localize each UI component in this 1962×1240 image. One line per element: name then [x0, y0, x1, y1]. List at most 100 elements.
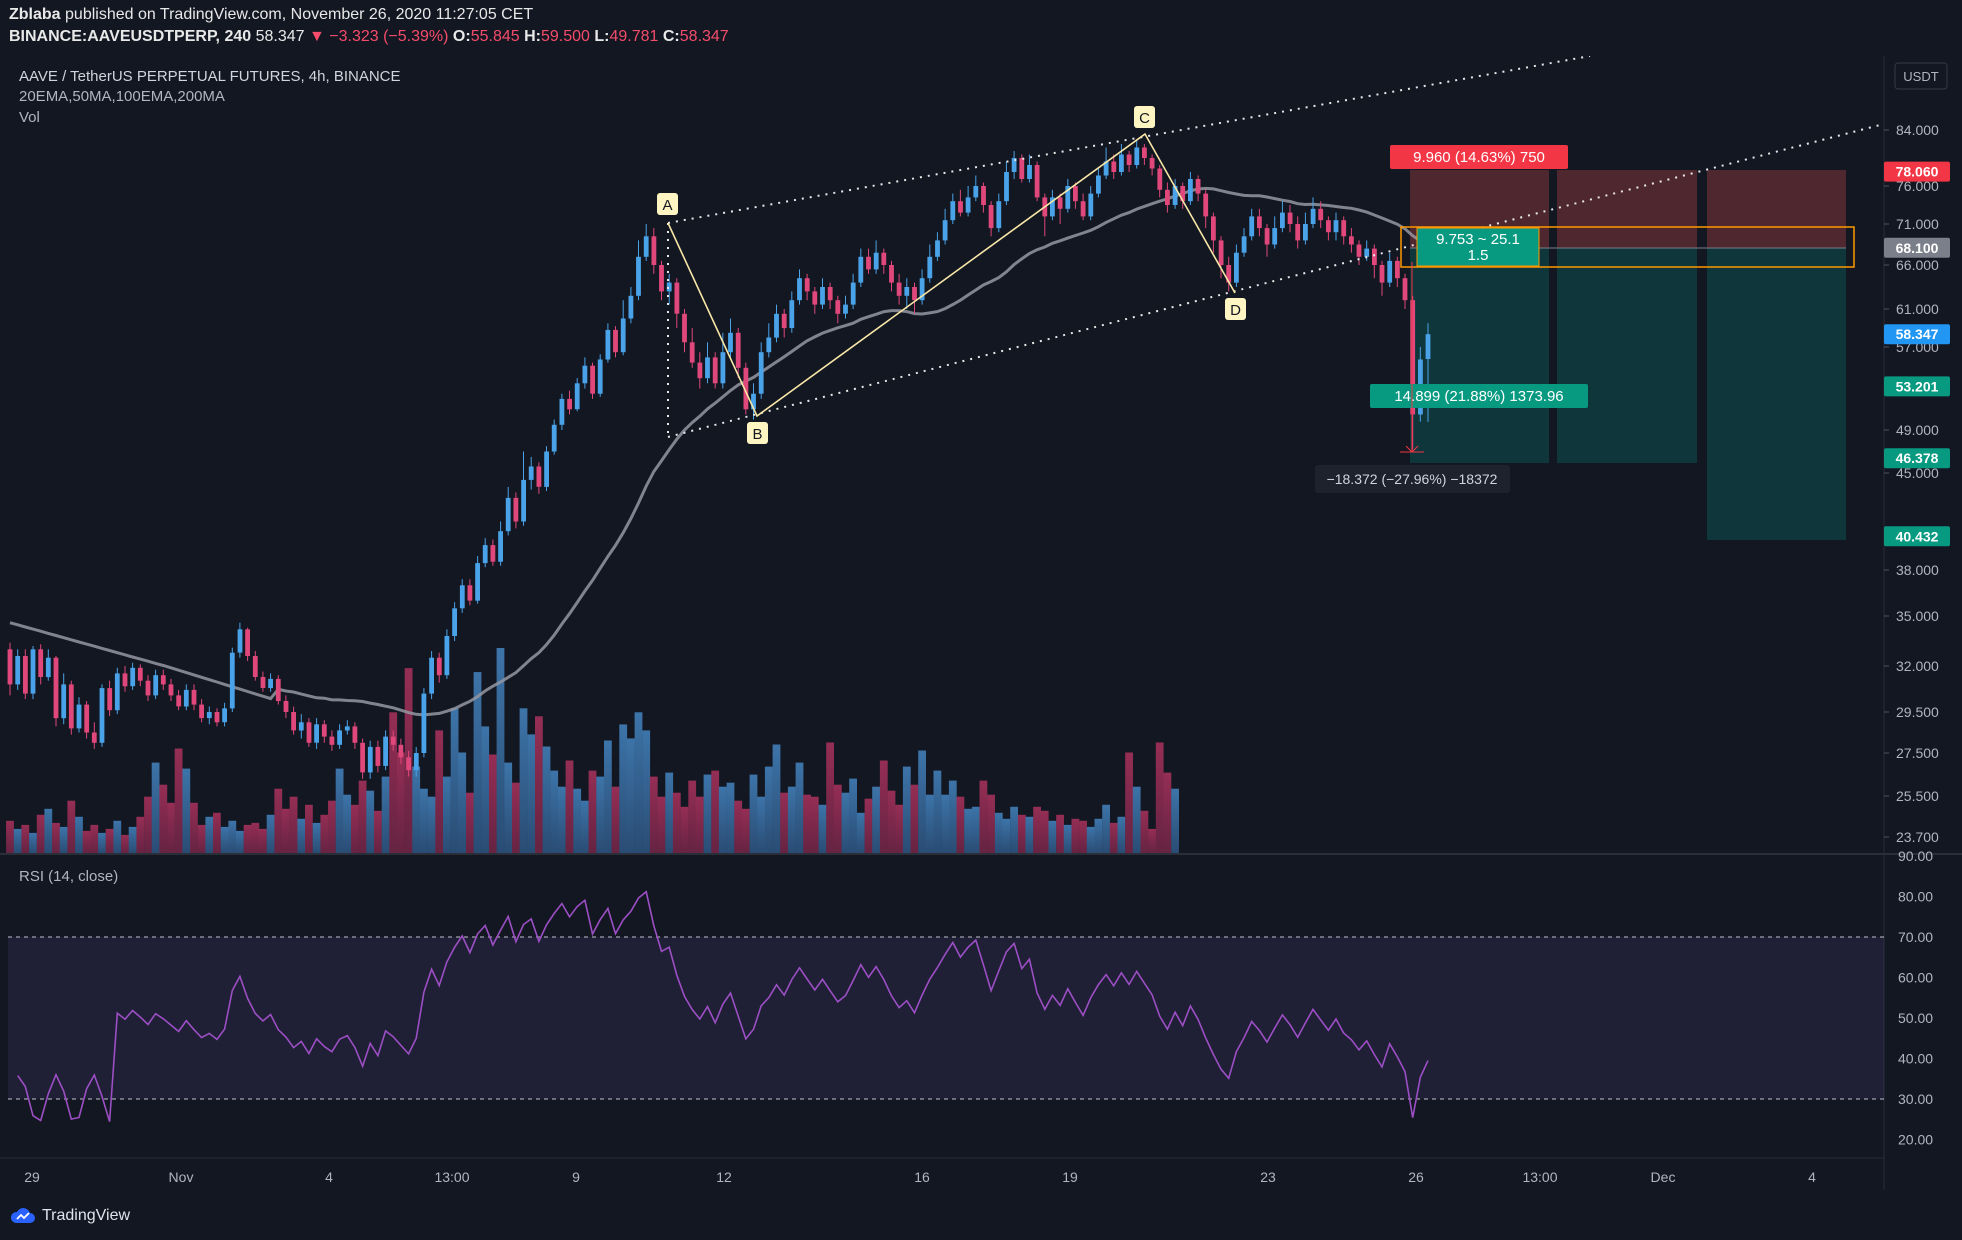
candle-body	[1157, 168, 1163, 190]
candle-body	[283, 701, 289, 712]
volume-bar	[228, 820, 237, 853]
volume-bar	[358, 780, 367, 853]
legend-title: AAVE / TetherUS PERPETUAL FUTURES, 4h, B…	[19, 68, 401, 85]
currency-badge[interactable]	[1894, 62, 1948, 90]
candle-body	[99, 688, 105, 743]
volume-bar	[818, 804, 827, 853]
candle	[582, 357, 588, 389]
candle	[689, 328, 695, 368]
candle	[896, 273, 902, 305]
rsi-axis[interactable]: 90.00 80.00 70.00 60.00 50.00 40.00 30.00 20.00	[1898, 848, 1933, 1148]
position-info-label[interactable]	[1416, 227, 1540, 267]
time-tick-label: 9	[572, 1169, 580, 1185]
candle-body	[513, 497, 519, 522]
candle-body	[222, 708, 227, 723]
candle	[812, 287, 818, 314]
candle-body	[38, 649, 44, 677]
time-axis[interactable]: 29 Nov 4 13:00 9 12 16 19 23 26 13:00 Dec 4	[24, 1169, 1816, 1185]
stop-label-box[interactable]	[1390, 145, 1568, 169]
pattern-point-a[interactable]: A	[657, 193, 678, 215]
candle-body	[467, 585, 473, 601]
candle	[252, 651, 258, 681]
candle-body	[45, 657, 51, 678]
candle	[666, 273, 672, 305]
volume-bar	[443, 776, 451, 853]
volume-bar	[213, 812, 221, 853]
take-profit-zone-1[interactable]	[1410, 248, 1549, 463]
candle-body	[812, 291, 818, 305]
volume-bar	[711, 770, 720, 853]
stop-loss-zone-2[interactable]	[1557, 170, 1697, 248]
candle	[452, 602, 457, 641]
candle	[1057, 193, 1063, 224]
candle-body	[352, 726, 358, 743]
candle	[360, 738, 365, 779]
candle	[804, 273, 810, 301]
pattern-point-d[interactable]: D	[1225, 298, 1246, 320]
price-tag-box	[1884, 448, 1950, 469]
candle-body	[1234, 252, 1239, 283]
abcd-pattern-line[interactable]	[667, 132, 1236, 418]
candle-body	[329, 736, 335, 745]
volume-bar	[933, 770, 942, 853]
volume-bar	[259, 828, 267, 853]
volume-bar	[902, 766, 911, 853]
legend-rsi: RSI (14, close)	[19, 868, 118, 885]
volume-bar	[535, 716, 543, 853]
volume-bar	[749, 774, 758, 853]
candle	[191, 684, 197, 711]
position-box[interactable]	[1400, 226, 1855, 268]
candle-body	[1096, 175, 1101, 194]
symbol-label[interactable]: BINANCE:AAVEUSDTPERP, 240	[9, 28, 252, 45]
price-tick-label: 45.000	[1896, 465, 1939, 481]
measure-label: −18.372 (−27.96%) −18372	[1327, 471, 1498, 487]
candle-body	[605, 329, 611, 360]
volume-bar	[558, 786, 566, 853]
take-profit-zone-2[interactable]	[1557, 248, 1697, 463]
candle-body	[1264, 228, 1270, 245]
candle-body	[1280, 212, 1285, 229]
footer	[0, 1190, 1962, 1240]
candle	[498, 521, 503, 566]
volume-bar	[1125, 752, 1133, 853]
candle-body	[237, 629, 243, 653]
candle	[850, 273, 856, 309]
candle-body	[1050, 197, 1055, 217]
volume-bar	[956, 796, 965, 853]
currency-label: USDT	[1903, 69, 1938, 84]
author-name[interactable]: Zblaba	[9, 6, 61, 23]
pattern-point-c[interactable]: C	[1134, 106, 1155, 128]
volume-bar	[366, 790, 375, 853]
pattern-point-b[interactable]: B	[747, 422, 768, 444]
candle-body	[1057, 197, 1063, 209]
candle	[91, 722, 97, 749]
candle-body	[1065, 186, 1071, 209]
volume-bar	[695, 796, 704, 853]
candle-body	[881, 252, 887, 265]
target-label-box[interactable]	[1370, 384, 1588, 408]
candle	[728, 318, 733, 358]
candle	[996, 193, 1002, 233]
rsi-tick-label: 40.00	[1898, 1051, 1933, 1067]
volume-bar	[29, 832, 37, 853]
candle-body	[981, 186, 986, 205]
volume-bar	[151, 762, 160, 853]
price-tick-label: 29.500	[1896, 704, 1939, 720]
candle-body	[797, 278, 802, 301]
candle	[7, 642, 13, 696]
take-profit-zone-3[interactable]	[1707, 248, 1846, 540]
measure-label-box[interactable]	[1315, 465, 1510, 493]
candle-body	[544, 451, 549, 487]
pattern-label-c-box	[1134, 106, 1155, 128]
volume-bar	[987, 794, 995, 853]
volume-bar	[121, 834, 129, 853]
stop-loss-zone-3[interactable]	[1707, 170, 1846, 248]
tradingview-logo[interactable]: TradingView	[10, 1207, 130, 1225]
channel-lower-line[interactable]	[667, 123, 1885, 438]
volume-bar	[220, 826, 229, 853]
price-tag-box	[1884, 161, 1950, 182]
candle	[1088, 186, 1094, 221]
volume-bar	[1079, 820, 1087, 853]
volume-bar	[458, 752, 467, 853]
